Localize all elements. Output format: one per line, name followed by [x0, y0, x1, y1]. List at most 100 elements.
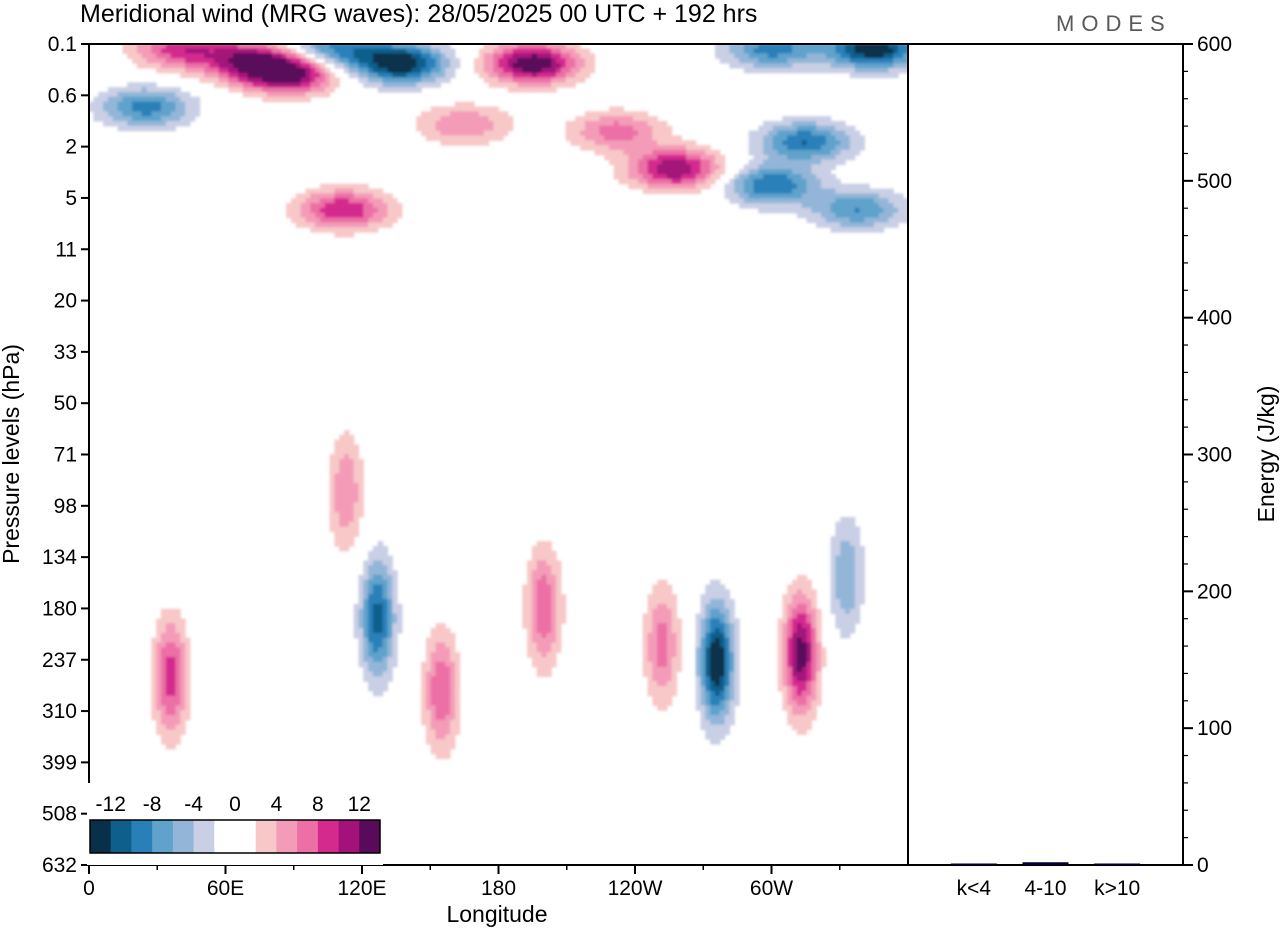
heatmap-cell: [180, 111, 186, 117]
heatmap-cell: [180, 58, 186, 64]
heatmap-cell: [324, 77, 331, 83]
heatmap-cell: [840, 628, 846, 634]
heatmap-cell: [743, 183, 750, 190]
heatmap-cell: [700, 686, 706, 692]
heatmap-cell: [459, 111, 466, 117]
heatmap-cell: [300, 193, 307, 199]
heatmap-cell: [170, 637, 177, 644]
heatmap-cell: [734, 695, 740, 702]
heatmap-cell: [401, 82, 408, 88]
heatmap-cell: [671, 666, 678, 673]
heatmap-cell: [189, 96, 196, 103]
heatmap-cell: [556, 589, 562, 595]
heatmap-cell: [782, 178, 788, 185]
heatmap-cell: [739, 174, 745, 180]
heatmap-cell: [464, 101, 470, 108]
heatmap-cell: [112, 87, 119, 93]
heatmap-cell: [560, 67, 567, 74]
heatmap-cell: [368, 48, 374, 54]
heatmap-cell: [845, 589, 851, 595]
heatmap-cell: [425, 676, 432, 682]
heatmap-cell: [353, 203, 360, 209]
heatmap-cell: [546, 628, 552, 634]
heatmap-cell: [700, 700, 706, 706]
heatmap-cell: [406, 63, 413, 69]
heatmap-cell: [825, 125, 832, 132]
heatmap-cell: [796, 681, 803, 687]
heatmap-cell: [416, 87, 422, 93]
heatmap-cell: [541, 608, 547, 615]
heatmap-cell: [339, 488, 345, 494]
heatmap-cell: [825, 140, 832, 146]
heatmap-cell: [536, 48, 543, 54]
heatmap-cell: [883, 188, 890, 195]
heatmap-cell: [546, 555, 552, 562]
heatmap-cell: [840, 550, 846, 557]
heatmap-cell: [637, 183, 644, 190]
heatmap-cell: [450, 652, 456, 658]
heatmap-cell: [344, 44, 350, 50]
y-tick-label: 134: [42, 546, 77, 569]
heatmap-cell: [556, 579, 562, 586]
heatmap-cell: [787, 63, 793, 69]
heatmap-cell: [811, 149, 817, 156]
heatmap-cell: [878, 44, 885, 50]
heatmap-cell: [527, 613, 533, 619]
heatmap-cell: [180, 666, 186, 673]
heatmap-cell: [657, 579, 663, 586]
heatmap-cell: [257, 53, 263, 59]
heatmap-cell: [662, 579, 668, 586]
heatmap-cell: [695, 188, 702, 195]
heatmap-cell: [189, 48, 196, 54]
heatmap-cell: [830, 599, 837, 605]
heatmap-cell: [421, 111, 427, 117]
heatmap-cell: [801, 198, 808, 204]
heatmap-cell: [353, 502, 360, 508]
heatmap-cell: [657, 149, 663, 156]
heatmap-cell: [820, 193, 827, 199]
heatmap-cell: [676, 140, 682, 146]
heatmap-cell: [849, 48, 856, 54]
heatmap-cell: [830, 67, 837, 74]
heatmap-cell: [777, 145, 784, 151]
heatmap-cell: [165, 724, 172, 731]
heatmap-cell: [796, 666, 803, 673]
heatmap-cell: [527, 565, 533, 571]
heatmap-cell: [406, 53, 413, 59]
heatmap-cell: [565, 48, 572, 54]
heatmap-cell: [714, 695, 721, 702]
heatmap-cell: [777, 198, 784, 204]
heatmap-cell: [796, 608, 803, 615]
heatmap-cell: [478, 111, 485, 117]
heatmap-cell: [160, 729, 167, 735]
heatmap-cell: [806, 700, 812, 706]
heatmap-cell: [377, 574, 384, 581]
heatmap-cell: [98, 96, 104, 103]
heatmap-cell: [700, 647, 706, 653]
heatmap-cell: [170, 87, 177, 93]
heatmap-cell: [840, 207, 846, 214]
heatmap-cell: [782, 67, 788, 74]
energy-bars: k<4 4-10 k>10: [950, 862, 1140, 900]
heatmap-cell: [570, 58, 576, 64]
heatmap-cell: [170, 111, 177, 117]
heatmap-cell: [830, 217, 837, 223]
heatmap-cell: [421, 686, 427, 692]
heatmap-cell: [122, 116, 128, 122]
heatmap-cell: [98, 101, 104, 108]
heatmap-cell: [392, 212, 398, 219]
heatmap-cell: [748, 53, 755, 59]
heatmap-cell: [175, 67, 181, 74]
heatmap-cell: [464, 120, 470, 127]
heatmap-cell: [339, 449, 345, 455]
heatmap-cell: [845, 516, 851, 523]
heatmap-cell: [329, 478, 335, 484]
heatmap-cell: [425, 739, 432, 745]
heatmap-cell: [382, 44, 388, 50]
heatmap-cell: [652, 169, 658, 175]
heatmap-cell: [589, 53, 596, 59]
heatmap-cell: [830, 565, 837, 571]
heatmap-cell: [811, 690, 817, 697]
heatmap-cell: [647, 642, 653, 648]
heatmap-cell: [893, 67, 899, 74]
